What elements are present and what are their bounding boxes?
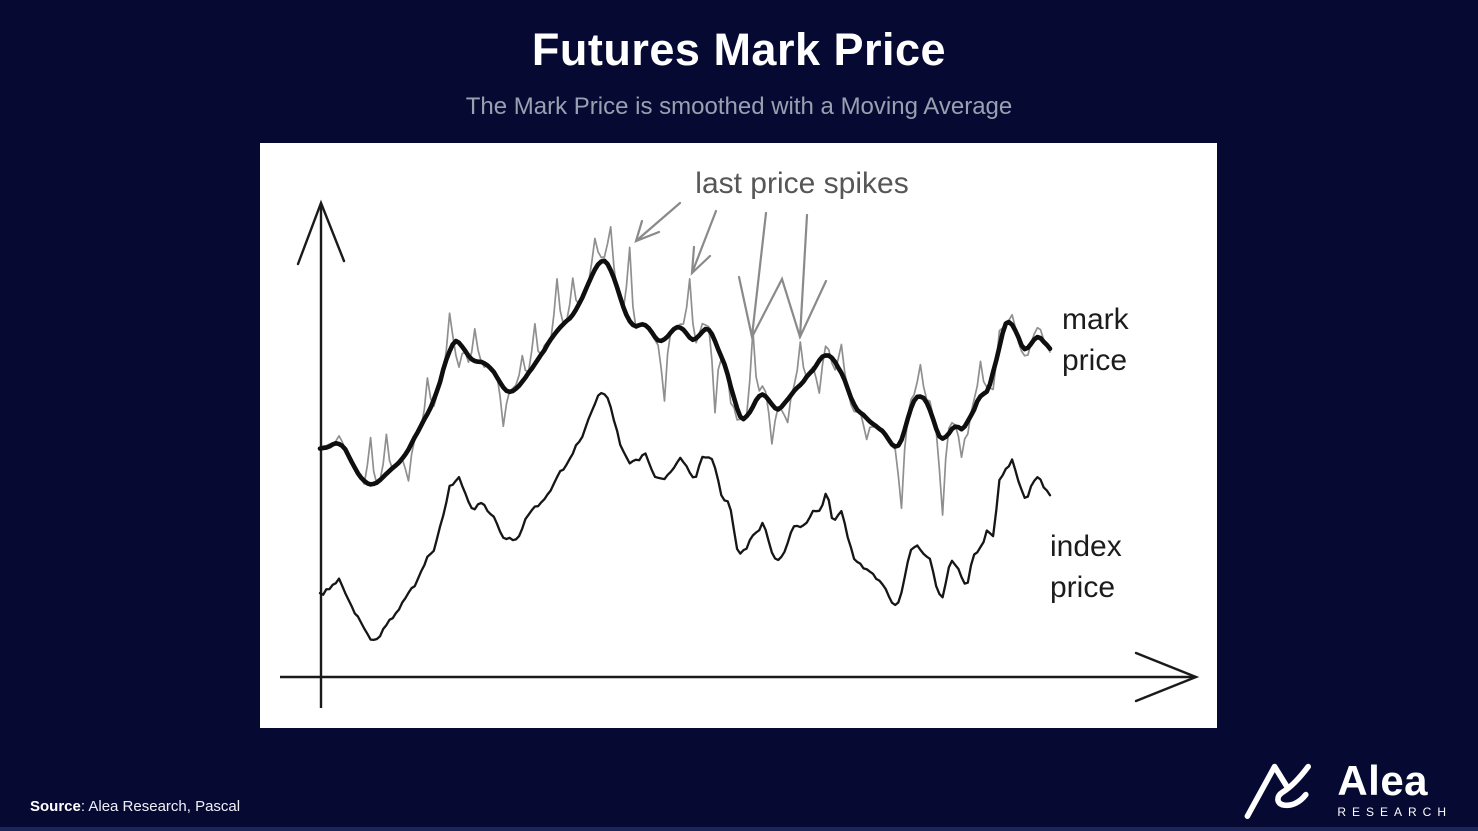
chart-panel: last price spikes mark price index price (260, 143, 1217, 728)
logo-subname: RESEARCH (1337, 805, 1452, 819)
source-text: : Alea Research, Pascal (80, 798, 241, 815)
bottom-accent-strip (0, 827, 1478, 831)
alea-logo-mark-icon (1244, 763, 1312, 819)
source-label: Source (30, 798, 81, 815)
annotation-arrows (634, 201, 828, 341)
price-line-chart (280, 199, 1200, 708)
page-title: Futures Mark Price (531, 24, 947, 75)
source-attribution: Source: Alea Research, Pascal (30, 798, 240, 815)
index-price-line (318, 391, 1052, 642)
last-price-line (319, 225, 1051, 516)
mark-price-line (317, 258, 1053, 487)
page-subtitle: The Mark Price is smoothed with a Moving… (465, 93, 1013, 120)
index-price-label: index price (1050, 530, 1122, 604)
mark-price-label: mark price (1062, 303, 1129, 377)
logo-name: Alea (1337, 757, 1429, 804)
logo-text: Alea RESEARCH (1337, 757, 1452, 820)
last-price-spikes-annotation: last price spikes (695, 167, 909, 200)
alea-research-logo: Alea RESEARCH (1241, 757, 1452, 821)
axes (280, 199, 1200, 708)
